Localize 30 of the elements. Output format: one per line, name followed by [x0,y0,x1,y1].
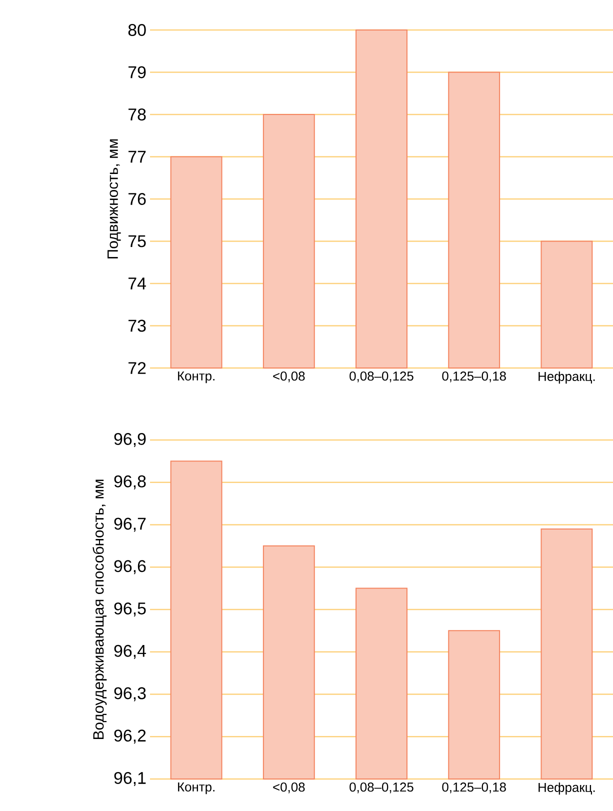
x-tick-label: 0,125–0,18 [442,782,506,794]
y-tick-label: 96,4 [114,644,146,659]
y-tick-label: 96,1 [114,772,146,786]
y-tick-label: 96,7 [114,518,146,532]
x-tick-label: 0,125–0,18 [442,372,506,382]
x-tick-label: Контр. [178,782,214,794]
y-tick-label: 78 [128,108,146,120]
y-tick-label: 74 [128,278,146,290]
y-tick-label: 72 [128,362,146,374]
y-tick-label: 96,8 [114,475,146,490]
x-tick-label: 0,08–0,125 [350,372,414,382]
y-tick-label: 76 [128,192,146,205]
y-axis-title: Подвижность, мм [108,139,121,258]
x-tick-label: Контр. [178,372,214,384]
x-tick-label: <0,08 [273,782,305,794]
y-tick-label: 75 [128,235,146,248]
x-tick-label: Нефракц. [538,372,595,384]
y-axis-title: Водоудерживающая способность, мм [92,480,107,740]
y-tick-label: 96,9 [114,432,146,447]
y-tick-label: 96,2 [114,730,146,744]
y-tick-label: 80 [128,24,146,36]
y-tick-label: 79 [128,66,146,78]
y-tick-label: 96,6 [114,560,146,574]
x-tick-label: <0,08 [273,372,305,382]
x-tick-label: 0,08–0,125 [350,782,414,794]
y-tick-label: 96,3 [114,687,146,702]
y-tick-label: 73 [128,320,146,332]
x-tick-label: Нефракц. [538,782,595,795]
y-tick-label: 96,5 [114,602,146,616]
y-tick-label: 77 [128,150,146,163]
